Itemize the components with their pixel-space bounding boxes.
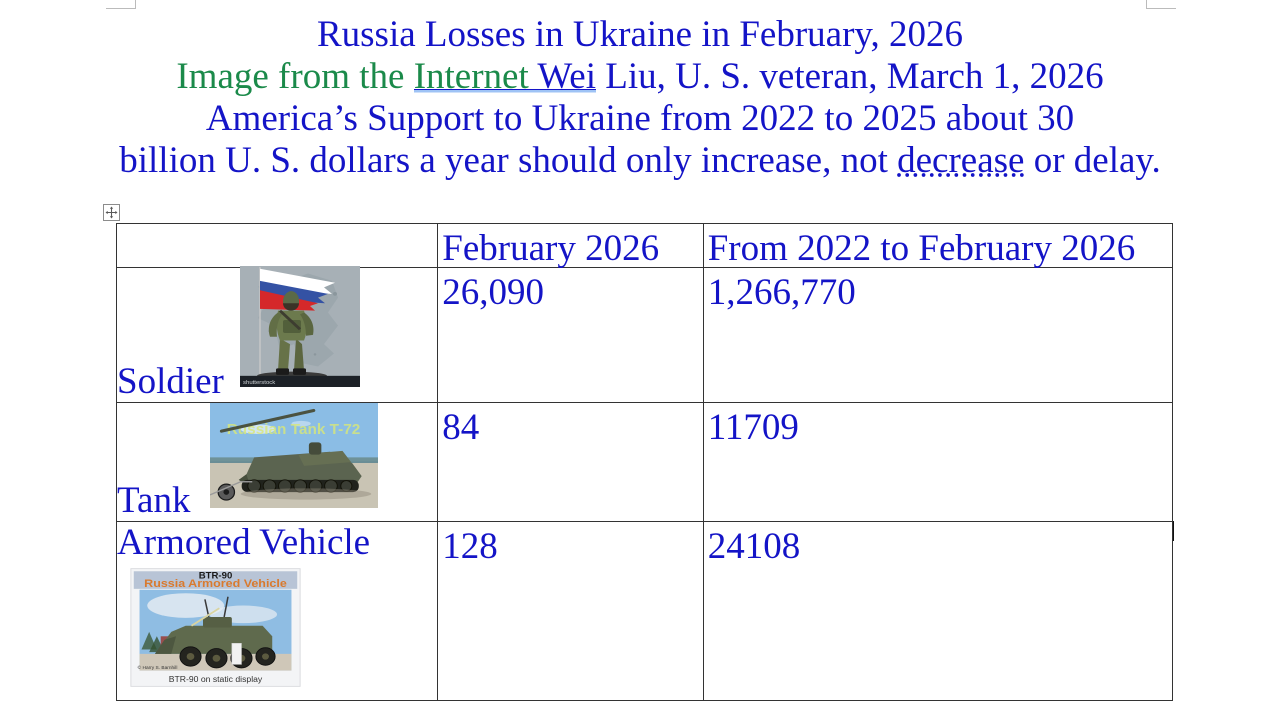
svg-text:BTR-90 on static display: BTR-90 on static display (169, 675, 263, 684)
svg-text:Russia Armored Vehicle: Russia Armored Vehicle (144, 576, 287, 589)
svg-text:shutterstock: shutterstock (243, 380, 275, 386)
svg-text:Russian Tank T-72: Russian Tank T-72 (227, 421, 361, 438)
svg-text:© Harry S. Barnhill: © Harry S. Barnhill (138, 664, 178, 670)
